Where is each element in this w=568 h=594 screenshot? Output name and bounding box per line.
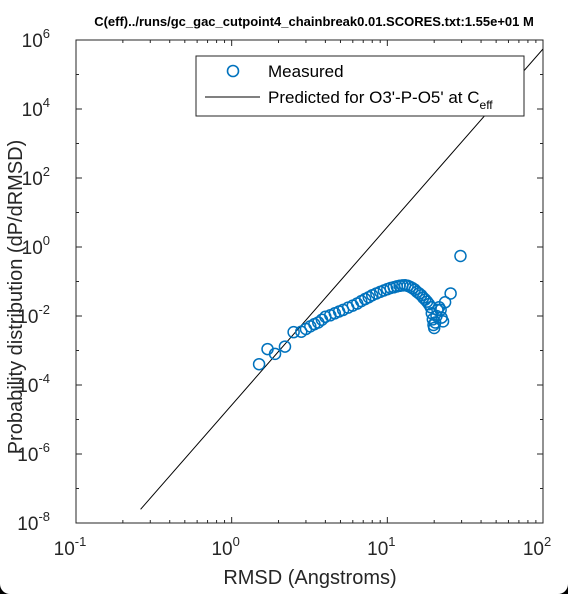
y-tick-exponent: -8 (38, 509, 50, 524)
y-tick-base: 10 (22, 31, 43, 52)
measured-point (436, 315, 450, 328)
y-tick-label: 10-2 (17, 302, 50, 328)
x-tick-base: 10 (211, 539, 232, 560)
plot-area (75, 39, 544, 524)
measured-point (252, 357, 266, 371)
y-tick-base: 10 (22, 100, 43, 121)
measured-point (268, 347, 282, 361)
measured-point (427, 321, 441, 335)
legend-label-predicted-subscript: eff (480, 98, 494, 112)
y-tick-exponent: 4 (43, 95, 50, 110)
x-tick-exponent: 0 (233, 534, 240, 549)
legend-label-predicted: Predicted for O3'-P-O5' at Ceff (268, 88, 493, 112)
measured-point (454, 249, 467, 263)
x-tick-base: 10 (54, 539, 75, 560)
chart-title: C(eff)../runs/gc_gac_cutpoint4_chainbrea… (94, 14, 534, 29)
y-tick-exponent: -6 (38, 440, 50, 455)
y-tick-exponent: 0 (43, 233, 50, 248)
measured-scatter-series (252, 249, 467, 371)
y-tick-exponent: 2 (43, 164, 50, 179)
y-tick-base: 10 (22, 169, 43, 190)
axis-tick-labels: 10-1 100 101 10210-810-610-410-210010210410… (17, 26, 551, 560)
legend-marker-measured (226, 64, 240, 78)
y-tick-base: 10 (17, 376, 38, 397)
x-tick-exponent: 1 (388, 534, 395, 549)
legend-label-predicted-main: Predicted for O3'-P-O5' at C (268, 88, 480, 107)
measured-point (287, 325, 300, 339)
x-tick-label: 100 (211, 534, 239, 560)
axis-ticks (75, 39, 544, 524)
y-tick-exponent: 6 (43, 26, 50, 41)
x-axis-label: RMSD (Angstroms) (223, 567, 396, 589)
measured-point (278, 340, 292, 353)
predicted-line (140, 48, 543, 510)
x-tick-base: 10 (367, 539, 388, 560)
x-tick-exponent: 2 (544, 534, 551, 549)
y-tick-base: 10 (17, 445, 38, 466)
y-tick-exponent: -4 (38, 371, 50, 386)
y-tick-label: 106 (22, 26, 50, 52)
predicted-line-series (140, 48, 543, 510)
legend-box (195, 55, 525, 117)
measured-point (438, 296, 452, 309)
x-tick-base: 10 (523, 539, 544, 560)
measured-point (444, 287, 457, 300)
x-tick-exponent: -1 (75, 534, 87, 549)
legend: Measured Predicted for O3'-P-O5' at Ceff (195, 55, 525, 117)
y-tick-label: 100 (22, 233, 50, 259)
y-tick-label: 104 (22, 95, 50, 121)
y-tick-label: 10-6 (17, 440, 50, 466)
y-tick-base: 10 (17, 307, 38, 328)
x-tick-label: 102 (523, 534, 551, 560)
y-tick-label: 10-8 (17, 509, 50, 535)
y-tick-base: 10 (22, 238, 43, 259)
y-tick-label: 102 (22, 164, 50, 190)
y-tick-label: 10-4 (17, 371, 50, 397)
y-tick-base: 10 (17, 514, 38, 535)
x-tick-label: 10-1 (54, 534, 87, 560)
legend-label-measured: Measured (268, 62, 344, 81)
x-tick-label: 101 (367, 534, 395, 560)
y-tick-exponent: -2 (38, 302, 50, 317)
y-axis-label: Probability distribution (dP/dRMSD) (5, 140, 27, 455)
